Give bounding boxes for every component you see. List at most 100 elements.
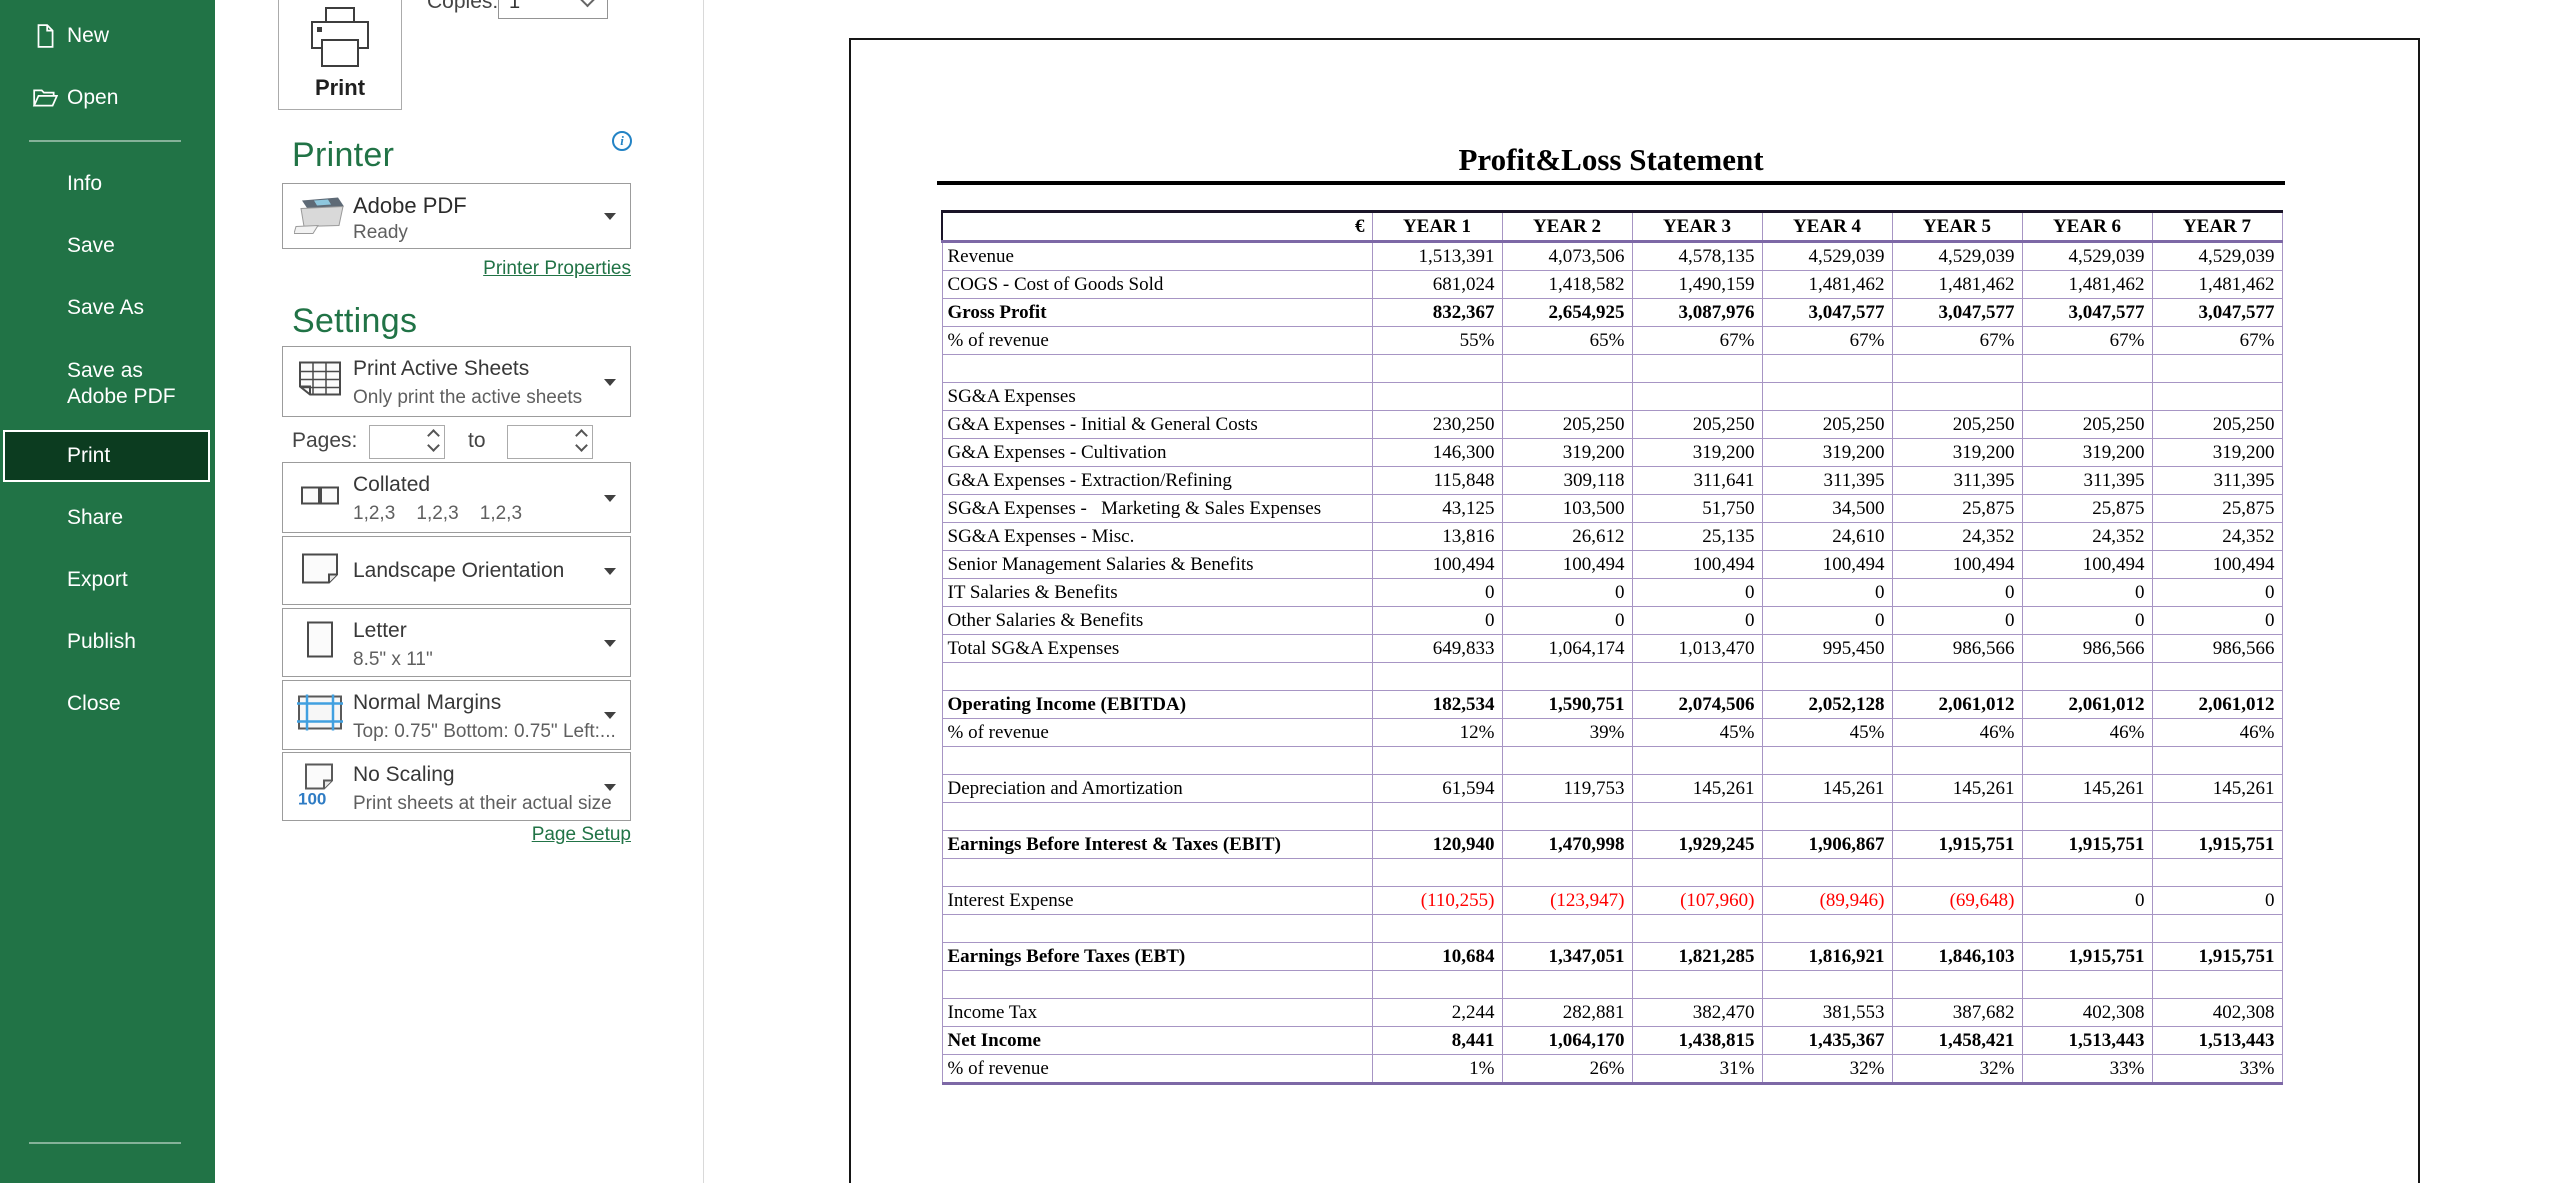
- row-label-cell: % of revenue: [941, 1054, 1373, 1085]
- row-label-cell: [941, 802, 1373, 831]
- value-cell: 67%: [2151, 326, 2283, 355]
- chevron-down-icon: [604, 378, 616, 386]
- value-cell: [1631, 970, 1763, 999]
- value-cell: 0: [1891, 578, 2023, 607]
- collated-icon: [293, 477, 347, 518]
- sidebar-item-share[interactable]: Share: [67, 506, 124, 529]
- collation-dropdown[interactable]: Collated 1,2,3 1,2,3 1,2,3: [282, 462, 631, 533]
- copies-value: 1: [509, 0, 521, 13]
- value-cell: [1371, 746, 1503, 775]
- value-cell: 4,529,039: [2151, 241, 2283, 271]
- table-row: % of revenue 55% 65% 67% 67% 67% 67% 67%: [941, 326, 2283, 355]
- value-cell: 100,494: [1501, 550, 1633, 579]
- spinner-arrows-icon[interactable]: [575, 429, 588, 452]
- value-cell: 32%: [1761, 1054, 1893, 1085]
- row-label-cell: COGS - Cost of Goods Sold: [941, 270, 1373, 299]
- value-cell: [1501, 970, 1633, 999]
- value-cell: 319,200: [2021, 438, 2153, 467]
- paper-size-dropdown[interactable]: Letter 8.5" x 11": [282, 608, 631, 677]
- table-row: Depreciation and Amortization 61,594 119,7…: [941, 774, 2283, 803]
- scaling-dropdown[interactable]: 100 No Scaling Print sheets at their act…: [282, 752, 631, 821]
- row-label-cell: Senior Management Salaries & Benefits: [941, 550, 1373, 579]
- chevron-down-icon: [604, 567, 616, 575]
- print-what-dropdown[interactable]: Print Active Sheets Only print the activ…: [282, 346, 631, 417]
- page-setup-link[interactable]: Page Setup: [531, 824, 631, 845]
- info-icon[interactable]: i: [612, 131, 632, 151]
- orientation-dropdown[interactable]: Landscape Orientation: [282, 536, 631, 605]
- value-cell: [1631, 746, 1763, 775]
- value-cell: [1761, 662, 1893, 691]
- pages-to-input[interactable]: [507, 425, 593, 459]
- value-cell: [1631, 382, 1763, 411]
- table-row: Interest Expense (110,255) (123,947) (107,9…: [941, 886, 2283, 915]
- value-cell: 2,052,128: [1761, 690, 1893, 719]
- value-cell: 4,529,039: [1761, 241, 1893, 271]
- value-cell: 382,470: [1631, 998, 1763, 1027]
- value-cell: 2,654,925: [1501, 298, 1633, 327]
- value-cell: 34,500: [1761, 494, 1893, 523]
- sidebar-item-open[interactable]: Open: [0, 82, 215, 114]
- value-cell: 649,833: [1371, 634, 1503, 663]
- value-cell: 0: [2021, 606, 2153, 635]
- sidebar-item-info[interactable]: Info: [67, 172, 103, 195]
- value-cell: 115,848: [1371, 466, 1503, 495]
- printer-properties-link[interactable]: Printer Properties: [483, 258, 631, 279]
- value-cell: 1,418,582: [1501, 270, 1633, 299]
- pages-from-input[interactable]: [369, 425, 445, 459]
- value-cell: [1761, 802, 1893, 831]
- value-cell: 832,367: [1371, 298, 1503, 327]
- value-cell: 986,566: [2021, 634, 2153, 663]
- dropdown-title: Print Active Sheets: [353, 357, 530, 380]
- spinner-arrows-icon[interactable]: [427, 429, 440, 452]
- value-cell: 1,481,462: [2021, 270, 2153, 299]
- value-cell: 145,261: [2021, 774, 2153, 803]
- value-cell: 103,500: [1501, 494, 1633, 523]
- value-cell: 100,494: [1371, 550, 1503, 579]
- value-cell: 12%: [1371, 718, 1503, 747]
- value-cell: 1,481,462: [1761, 270, 1893, 299]
- value-cell: 1,929,245: [1631, 830, 1763, 859]
- value-cell: 4,073,506: [1501, 241, 1633, 271]
- sidebar-item-save[interactable]: Save: [67, 234, 115, 257]
- print-button-label: Print: [314, 75, 366, 100]
- row-label-cell: Depreciation and Amortization: [941, 774, 1373, 803]
- value-cell: [2021, 354, 2153, 383]
- row-label-cell: G&A Expenses - Cultivation: [941, 438, 1373, 467]
- sidebar-item-close[interactable]: Close: [67, 692, 121, 715]
- value-cell: 25,875: [1891, 494, 2023, 523]
- value-cell: [1891, 746, 2023, 775]
- value-cell: 31%: [1631, 1054, 1763, 1085]
- value-cell: [1501, 662, 1633, 691]
- value-cell: 26,612: [1501, 522, 1633, 551]
- sidebar-item-export[interactable]: Export: [67, 568, 128, 591]
- active-sheets-icon: [293, 359, 347, 404]
- sidebar-item-account[interactable]: Account: [0, 1176, 215, 1183]
- print-button[interactable]: Print: [278, 0, 402, 110]
- value-cell: 145,261: [1891, 774, 2023, 803]
- margins-dropdown[interactable]: Normal Margins Top: 0.75" Bottom: 0.75" …: [282, 680, 631, 750]
- table-row: [941, 858, 2283, 887]
- value-cell: 61,594: [1371, 774, 1503, 803]
- value-cell: 45%: [1631, 718, 1763, 747]
- table-row: Income Tax 2,244 282,881 382,470 381,553 387,…: [941, 998, 2283, 1027]
- sidebar-item-save-as-adobe-pdf[interactable]: Save as Adobe PDF: [67, 359, 176, 408]
- value-cell: [1501, 746, 1633, 775]
- paper-size-icon: [293, 620, 347, 665]
- sidebar-item-new[interactable]: New: [0, 20, 215, 52]
- dropdown-title: No Scaling: [353, 763, 455, 786]
- dropdown-title: Collated: [353, 473, 431, 496]
- value-cell: 1,347,051: [1501, 942, 1633, 971]
- copies-input[interactable]: 1: [498, 0, 608, 19]
- settings-heading: Settings: [292, 302, 418, 340]
- sidebar-item-publish[interactable]: Publish: [67, 630, 136, 653]
- table-row: Earnings Before Interest & Taxes (EBIT) 1…: [941, 830, 2283, 859]
- value-cell: 1,064,170: [1501, 1026, 1633, 1055]
- value-cell: [2151, 914, 2283, 943]
- value-cell: 0: [1631, 578, 1763, 607]
- printer-dropdown[interactable]: Adobe PDF Ready: [282, 183, 631, 249]
- sidebar-item-save-as[interactable]: Save As: [67, 296, 145, 319]
- value-cell: 319,200: [1501, 438, 1633, 467]
- sidebar-item-print[interactable]: Print: [3, 430, 210, 482]
- value-cell: [1631, 802, 1763, 831]
- pages-to-label: to: [468, 429, 486, 452]
